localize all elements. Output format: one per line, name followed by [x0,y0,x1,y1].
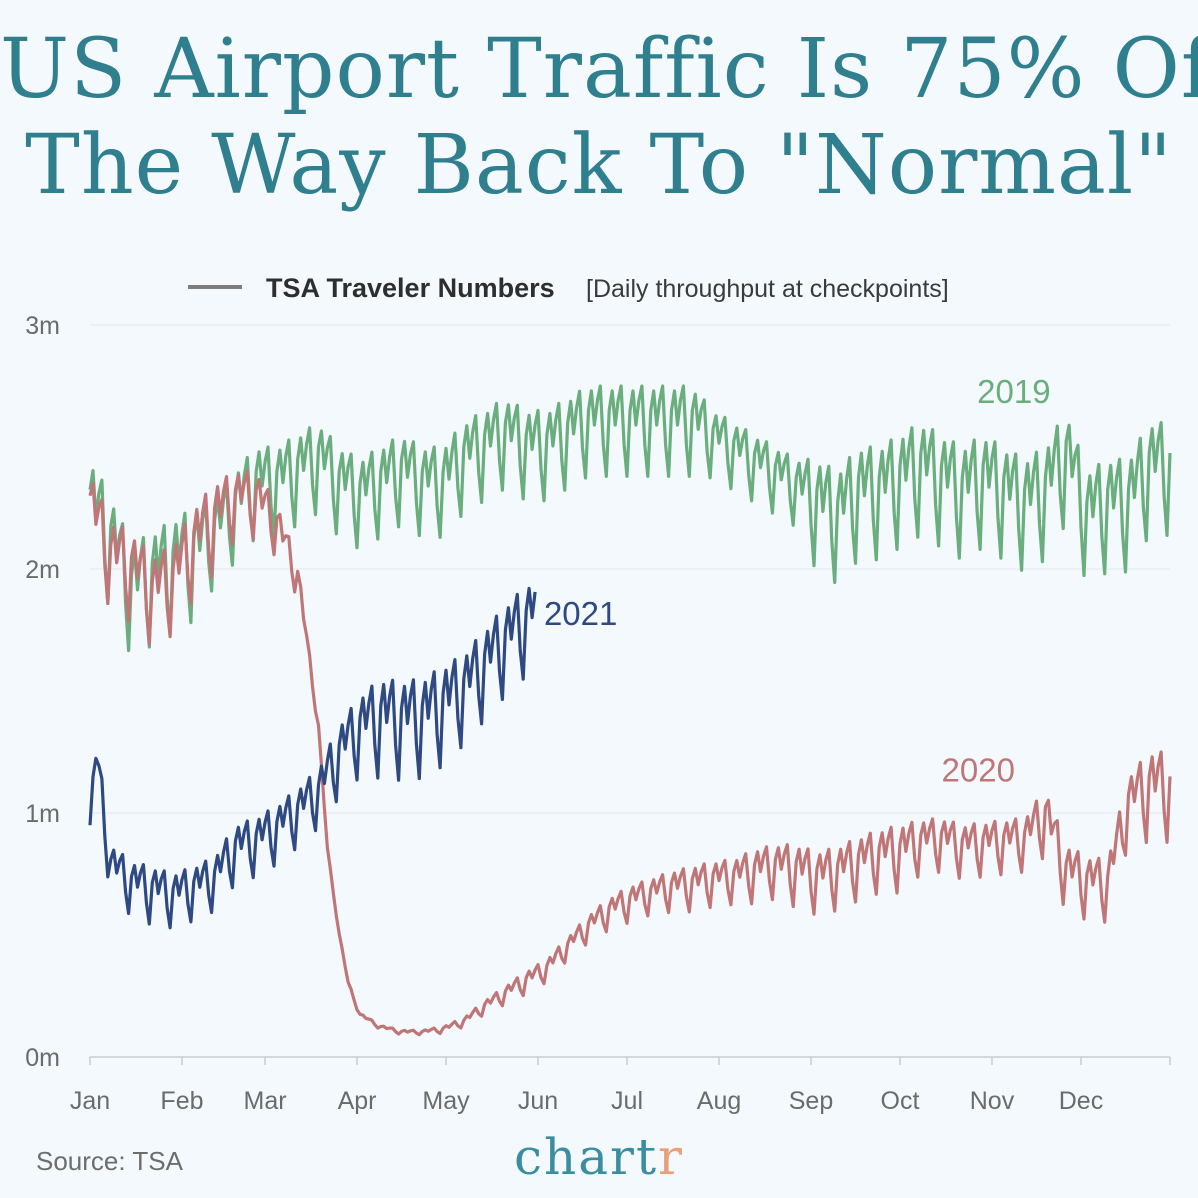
x-tick-label: Jun [518,1087,558,1115]
series-layer [88,384,1172,1037]
brand-accent: r [658,1128,684,1186]
series-label-2020: 2020 [942,751,1015,788]
series-line-2019 [88,384,1172,653]
chart-title-line-1: US Airport Traffic Is 75% Of [0,22,1198,117]
legend-note: [Daily throughput at checkpoints] [586,275,949,303]
x-tick-label: Oct [881,1087,920,1115]
brand-text: chart [514,1128,659,1186]
y-axis: 0m 1m 2m 3m [25,312,60,1072]
series-line-2020 [88,469,1172,1037]
source-note: Source: TSA [36,1146,183,1176]
x-tick-label: May [422,1087,470,1115]
x-tick-label: Dec [1059,1087,1103,1115]
grid [90,324,1170,814]
y-tick-label: 2m [25,556,60,584]
legend-label: TSA Traveler Numbers [266,273,555,303]
x-tick-label: Jan [70,1087,110,1115]
x-axis: Jan Feb Mar Apr May Jun Jul Aug Sep Oct Nov Dec [70,1056,1171,1115]
chart-title: US Airport Traffic Is 75% Of The Way Bac… [0,22,1198,214]
series-line-2021 [88,586,537,930]
y-tick-label: 0m [25,1044,60,1072]
x-tick-label: Nov [970,1087,1015,1115]
x-tick-label: Sep [789,1087,833,1115]
series-labels: 2019 2020 2021 [544,373,1051,788]
x-tick-label: Feb [160,1087,203,1115]
legend: TSA Traveler Numbers [Daily throughput a… [188,273,949,303]
x-tick-label: Aug [697,1087,741,1115]
brand-logo: chartr [0,1128,1198,1186]
y-tick-label: 1m [25,800,60,828]
x-tick-label: Mar [244,1087,287,1115]
chart-title-line-2: The Way Back To "Normal" [25,118,1173,213]
y-tick-label: 3m [25,312,60,340]
x-tick-label: Apr [338,1087,377,1115]
x-tick-label: Jul [611,1087,643,1115]
series-label-2021: 2021 [544,595,617,632]
series-label-2019: 2019 [977,373,1050,410]
